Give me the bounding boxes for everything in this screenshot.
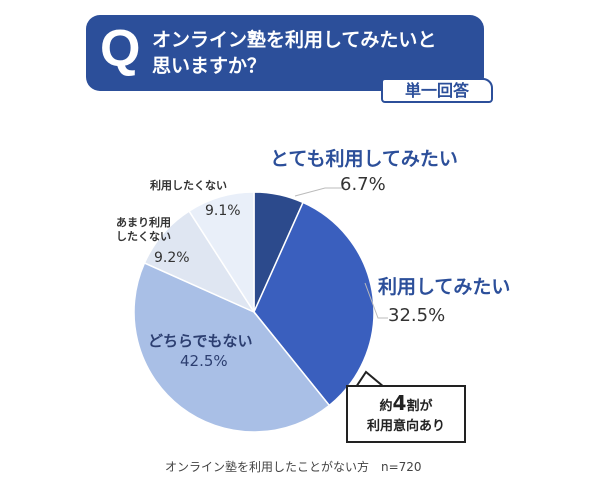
- value-very-want: 6.7%: [340, 174, 386, 195]
- callout-pre: 約: [379, 399, 393, 414]
- callout-post: 割が: [406, 399, 433, 414]
- value-rather-not: 9.2%: [154, 250, 190, 266]
- footnote: オンライン塾を利用したことがない方 n=720: [165, 460, 422, 474]
- label-very-want: とても利用してみたい: [270, 148, 458, 170]
- question-text: オンライン塾を利用してみたいと思いますか？: [152, 29, 437, 77]
- single-answer-badge: 単一回答: [381, 78, 493, 103]
- leader-line-want: [364, 282, 388, 319]
- value-want: 32.5%: [388, 305, 446, 326]
- pie-slice-4: [188, 191, 255, 315]
- pie-slice-1: [253, 201, 375, 407]
- label-want: 利用してみたい: [378, 276, 511, 298]
- question-header: Q オンライン塾を利用してみたいと思いますか？: [86, 15, 484, 91]
- leader-line-very-want: [294, 187, 345, 197]
- callout-number: 4: [392, 391, 407, 415]
- pie-slice-2: [133, 261, 331, 433]
- q-mark: Q: [100, 20, 141, 78]
- label-neutral: どちらでもない: [148, 332, 253, 350]
- label-not-want: 利用したくない: [150, 179, 227, 192]
- callout-box: 約4割が 利用意向あり: [346, 385, 466, 443]
- callout-line2: 利用意向あり: [366, 419, 445, 434]
- label-rather-not: あまり利用したくない: [116, 216, 171, 243]
- value-neutral: 42.5%: [180, 352, 228, 370]
- value-not-want: 9.1%: [205, 203, 241, 219]
